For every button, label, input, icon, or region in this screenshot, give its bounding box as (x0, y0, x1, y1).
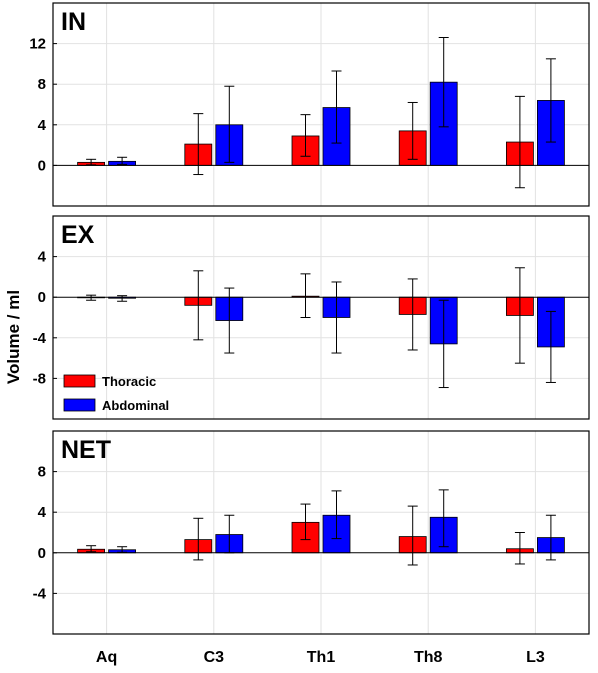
legend-swatch-thoracic (63, 374, 96, 388)
legend-swatch-abdominal (63, 398, 96, 412)
x-tick-label: Th8 (414, 649, 443, 666)
y-tick-label: 8 (38, 464, 46, 481)
y-tick-label: 0 (38, 157, 46, 174)
panel-net: -4 0 4 8 NET (33, 430, 590, 635)
y-tick-label: 0 (38, 545, 46, 562)
plot-frame (52, 430, 590, 635)
legend: Thoracic Abdominal (63, 374, 169, 413)
plot-frame (52, 215, 590, 420)
y-tick-label: 4 (38, 504, 47, 521)
y-tick-label: 0 (38, 289, 46, 306)
x-tick-label: L3 (526, 649, 545, 666)
x-tick-label: Th1 (307, 649, 336, 666)
y-tick-label: -4 (33, 585, 47, 602)
panel-title: IN (61, 8, 86, 36)
panel-title: NET (61, 436, 111, 464)
chart-panels: 0 4 8 12 IN -8 -4 0 4 EX -4 0 4 8 NET Aq C3 Th1 Th8 L3 Thora… (29, 2, 590, 666)
y-axis-label: Volume / ml (4, 290, 23, 384)
y-tick-label: 12 (29, 36, 46, 53)
plot-frame (52, 2, 590, 207)
x-tick-label: C3 (204, 649, 225, 666)
panel-title: EX (61, 221, 95, 249)
panel-ex: -8 -4 0 4 EX (33, 215, 590, 420)
x-tick-label: Aq (96, 649, 117, 666)
y-tick-label: -4 (33, 330, 47, 347)
legend-label-thoracic: Thoracic (102, 374, 156, 389)
y-tick-label: 8 (38, 76, 46, 93)
y-tick-label: 4 (38, 117, 47, 134)
legend-label-abdominal: Abdominal (102, 398, 169, 413)
panel-in: 0 4 8 12 IN (29, 2, 590, 207)
y-tick-label: 4 (38, 249, 47, 266)
y-tick-label: -8 (33, 370, 46, 387)
